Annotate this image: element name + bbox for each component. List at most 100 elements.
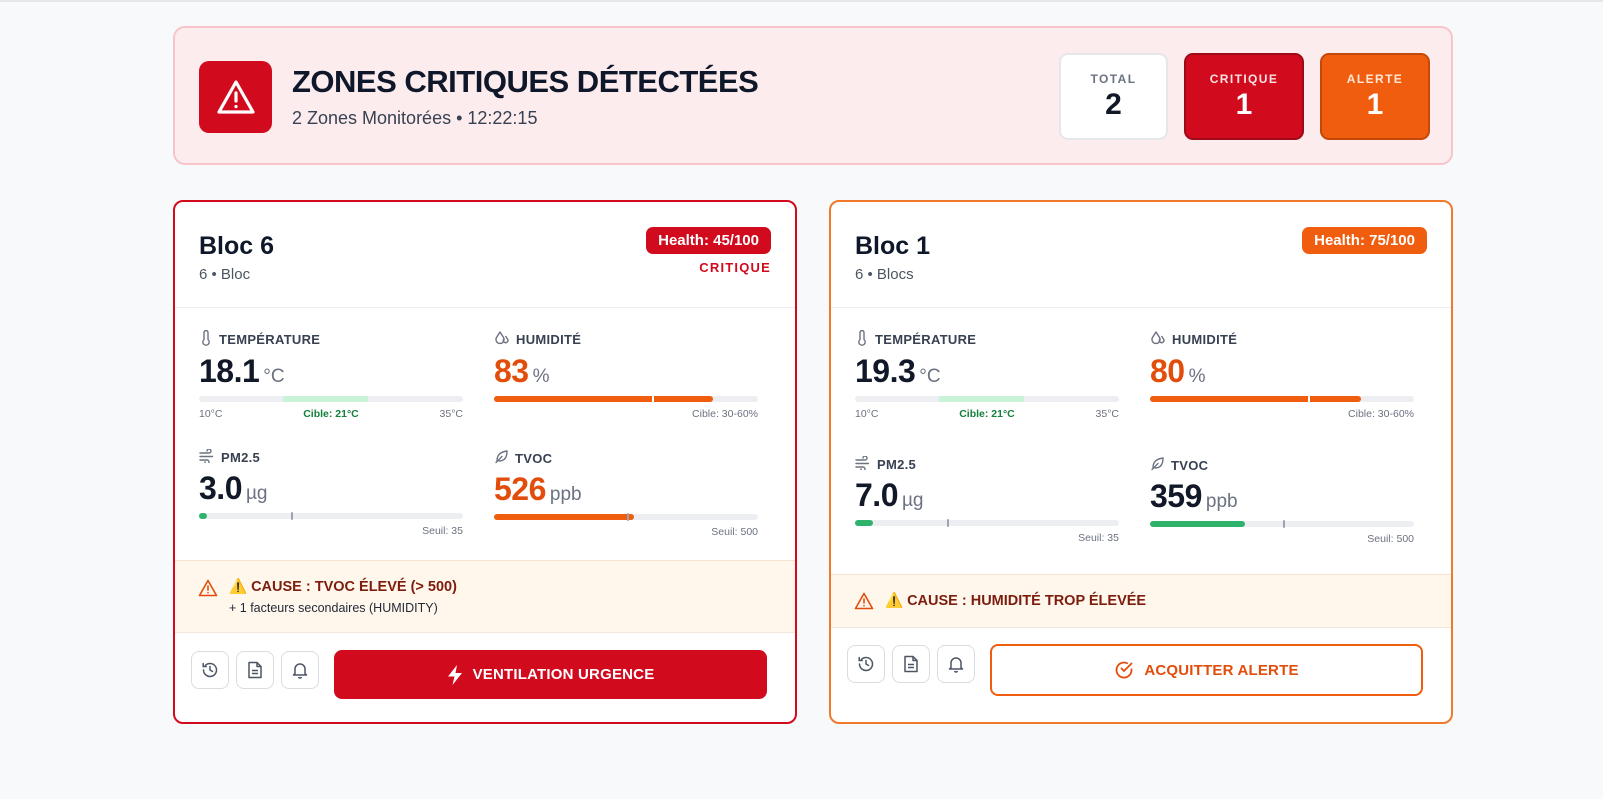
critical-zones-banner: ZONES CRITIQUES DÉTECTÉES 2 Zones Monito…: [173, 26, 1453, 165]
metric-value: 359: [1150, 478, 1202, 514]
metric-label: HUMIDITÉ: [1172, 332, 1238, 347]
acknowledge-alert-button[interactable]: ACQUITTER ALERTE: [990, 644, 1423, 696]
metric-temperature: TEMPÉRATURE 19.3 °C 10°C Cible: 21°C 35°C: [855, 329, 1119, 420]
zone-card-bloc-6: Bloc 6 6 • Bloc Health: 45/100 CRITIQUE …: [173, 200, 797, 724]
metric-unit: µg: [245, 483, 268, 504]
metric-label: TEMPÉRATURE: [875, 332, 977, 347]
metric-pm25: PM2.5 3.0 µg Seuil: 35: [199, 448, 463, 537]
cause-panel: ⚠️ CAUSE : HUMIDITÉ TROP ÉLEVÉE: [831, 574, 1451, 628]
metric-label: PM2.5: [877, 457, 917, 472]
zone-subtitle: 6 • Blocs: [855, 266, 914, 283]
humidity-bar: [494, 395, 758, 403]
wind-icon: [855, 455, 871, 473]
threshold-marker: [291, 512, 294, 520]
metric-value: 19.3: [855, 353, 916, 389]
stat-critical-value: 1: [1235, 87, 1253, 121]
temperature-bar: [199, 396, 463, 402]
limit-marker: [1308, 395, 1311, 403]
metric-unit: °C: [263, 366, 285, 387]
metric-label: HUMIDITÉ: [516, 332, 582, 347]
metric-label: PM2.5: [221, 450, 261, 465]
metrics-grid: TEMPÉRATURE 19.3 °C 10°C Cible: 21°C 35°C: [831, 308, 1451, 580]
stat-critical-label: CRITIQUE: [1209, 71, 1279, 86]
report-icon: [904, 655, 918, 673]
scale-target: Cible: 30-60%: [1348, 408, 1414, 420]
cause-title: ⚠️ CAUSE : TVOC ÉLEVÉ (> 500): [229, 579, 457, 595]
thermometer-icon: [855, 329, 869, 349]
bell-icon: [948, 657, 964, 673]
metric-value: 18.1: [199, 353, 260, 389]
droplet-icon: [494, 330, 510, 349]
metric-value: 7.0: [855, 477, 898, 513]
threshold-marker: [1283, 520, 1286, 528]
scale-max: 35°C: [1095, 408, 1119, 420]
metric-humidity: HUMIDITÉ 83% Cible: 30-60%: [494, 330, 758, 420]
metric-humidity: HUMIDITÉ 80% Cible: 30-60%: [1150, 330, 1414, 420]
tvoc-fill: [494, 514, 634, 520]
tvoc-bar: [494, 513, 758, 521]
lightning-icon: [447, 664, 462, 685]
metric-temperature: TEMPÉRATURE 18.1 °C 10°C Cible: 21°C 35°C: [199, 329, 463, 420]
stat-critical: CRITIQUE 1: [1184, 53, 1304, 140]
scale-threshold: Seuil: 35: [422, 525, 463, 537]
leaf-icon: [1150, 456, 1165, 474]
humidity-fill: [494, 396, 714, 402]
metric-value: 526: [494, 471, 546, 507]
ventilation-urgence-button[interactable]: VENTILATION URGENCE: [334, 650, 767, 699]
report-button[interactable]: [892, 645, 930, 683]
metric-unit: %: [1188, 366, 1206, 387]
metric-label: TVOC: [515, 450, 553, 466]
pm25-fill: [855, 520, 874, 526]
tvoc-fill: [1150, 521, 1246, 527]
health-badge: Health: 45/100: [646, 227, 771, 254]
metric-unit: ppb: [549, 484, 582, 505]
zone-card-header: Bloc 6 6 • Bloc Health: 45/100 CRITIQUE: [175, 202, 795, 308]
page-subtitle: 2 Zones Monitorées • 12:22:15: [292, 108, 538, 128]
history-button[interactable]: [847, 645, 885, 683]
metrics-grid: TEMPÉRATURE 18.1 °C 10°C Cible: 21°C 35°C: [175, 308, 795, 566]
metric-label: TVOC: [1171, 457, 1209, 473]
leaf-icon: [494, 449, 509, 467]
metric-unit: %: [532, 366, 550, 387]
metric-unit: ppb: [1205, 491, 1238, 512]
stat-alert-label: ALERTE: [1346, 71, 1404, 86]
action-label: ACQUITTER ALERTE: [1144, 661, 1299, 679]
temperature-bar: [855, 396, 1119, 402]
threshold-marker: [627, 513, 630, 521]
metric-unit: °C: [919, 366, 941, 387]
target-band: [939, 396, 1024, 402]
scale-target: Cible: 21°C: [303, 408, 359, 420]
zone-card-bloc-1: Bloc 1 6 • Blocs Health: 75/100 TEMPÉRAT…: [829, 200, 1453, 724]
history-icon: [858, 656, 874, 672]
cause-panel: ⚠️ CAUSE : TVOC ÉLEVÉ (> 500) + 1 facteu…: [175, 560, 795, 633]
pm25-bar: [199, 512, 463, 520]
metric-tvoc: TVOC 359 ppb Seuil: 500: [1150, 456, 1414, 545]
report-button[interactable]: [236, 651, 274, 689]
stat-total-value: 2: [1105, 87, 1122, 121]
metric-unit: µg: [901, 490, 924, 511]
threshold-marker: [947, 519, 950, 527]
zone-name: Bloc 1: [855, 232, 931, 260]
limit-marker: [652, 395, 655, 403]
page-title: ZONES CRITIQUES DÉTECTÉES: [292, 64, 759, 99]
stat-alert: ALERTE 1: [1320, 53, 1430, 140]
scale-threshold: Seuil: 35: [1078, 532, 1119, 544]
warning-triangle-icon: [198, 579, 218, 602]
scale-threshold: Seuil: 500: [1367, 533, 1414, 545]
scale-target: Cible: 30-60%: [692, 408, 758, 420]
warning-triangle-icon: [854, 592, 874, 615]
metric-label: TEMPÉRATURE: [219, 332, 321, 347]
notify-button[interactable]: [281, 651, 319, 689]
zone-card-header: Bloc 1 6 • Blocs Health: 75/100: [831, 202, 1451, 308]
notify-button[interactable]: [937, 645, 975, 683]
metric-tvoc: TVOC 526 ppb Seuil: 500: [494, 449, 758, 538]
target-band: [283, 396, 368, 402]
bell-icon: [292, 663, 308, 679]
metric-value: 3.0: [199, 470, 242, 506]
humidity-bar: [1150, 395, 1414, 403]
status-label: CRITIQUE: [699, 260, 771, 275]
pm25-fill: [199, 513, 207, 519]
scale-min: 10°C: [199, 408, 223, 420]
stat-total: TOTAL 2: [1059, 53, 1168, 140]
history-button[interactable]: [191, 651, 229, 689]
